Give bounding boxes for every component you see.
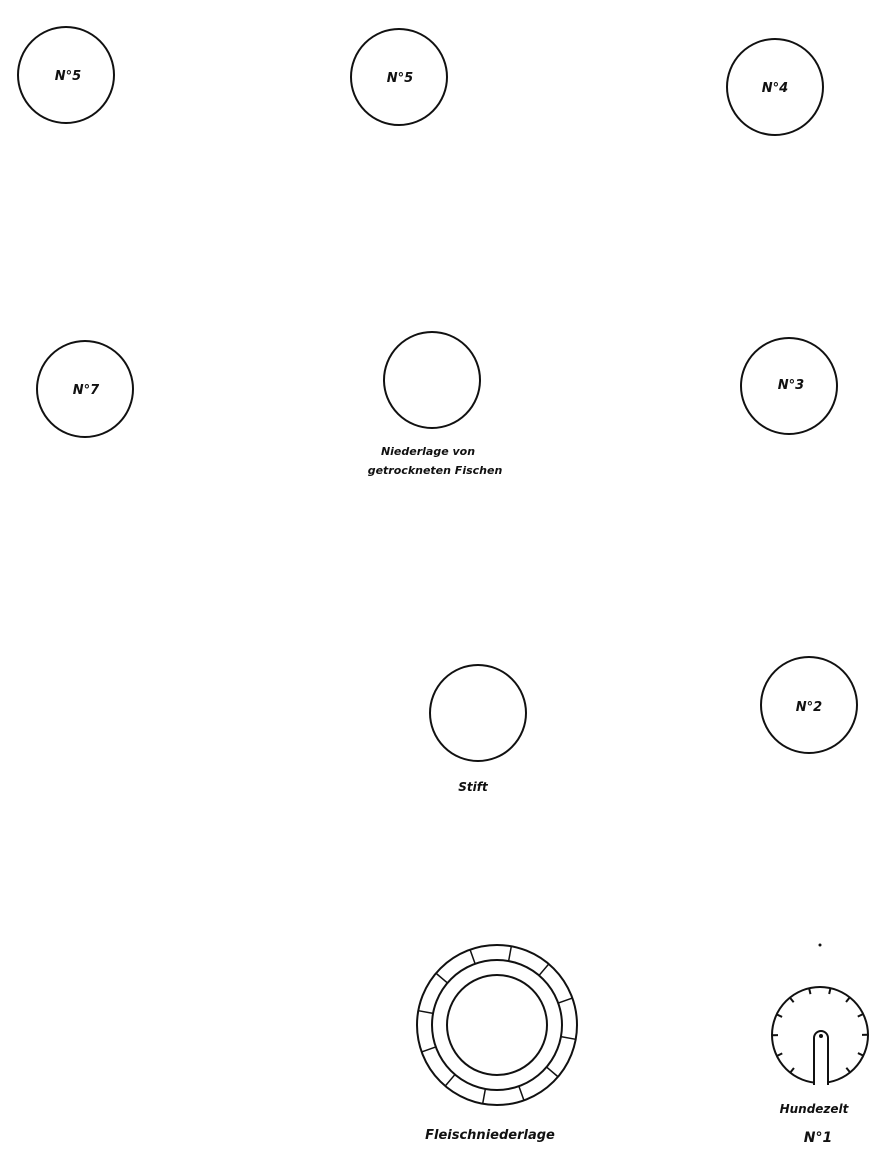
tent-n2: N°2 bbox=[760, 656, 858, 754]
tent-n5-center: N°5 bbox=[350, 28, 448, 126]
meat-storage-caption: Fleischniederlage bbox=[425, 1128, 555, 1143]
dog-tent-tick bbox=[857, 1013, 864, 1018]
dog-tent: Hundezelt N°1 bbox=[771, 943, 869, 1146]
dog-tent-tick bbox=[789, 996, 795, 1003]
tent-label: N°4 bbox=[762, 81, 788, 96]
meat-segment-divider bbox=[444, 1074, 456, 1087]
dog-tent-tick bbox=[789, 1067, 795, 1074]
meat-segment-divider bbox=[418, 1009, 434, 1015]
tent-label: N°7 bbox=[73, 383, 100, 398]
meat-segment-divider bbox=[557, 997, 573, 1004]
tent-n3: N°3 bbox=[740, 337, 838, 435]
dog-tent-tick bbox=[776, 1052, 783, 1057]
dog-tent-caption-line1: Hundezelt bbox=[780, 1102, 850, 1116]
dog-tent-tick bbox=[828, 987, 832, 995]
stift-caption: Stift bbox=[458, 780, 489, 794]
dog-tent-post bbox=[819, 1034, 823, 1038]
fish-storage-caption-line2: getrockneten Fischen bbox=[368, 464, 503, 477]
meat-segment-divider bbox=[469, 949, 476, 965]
meat-storage: Fleischniederlage bbox=[416, 944, 578, 1143]
dog-tent-tick bbox=[808, 988, 812, 995]
meat-segment-divider bbox=[560, 1035, 576, 1041]
fish-storage: Niederlage von getrockneten Fischen bbox=[368, 331, 503, 477]
dog-tent-ticks bbox=[771, 987, 869, 1074]
meat-storage-segments bbox=[418, 946, 576, 1104]
tent-label: N°5 bbox=[55, 69, 81, 84]
tent-label: N°2 bbox=[796, 700, 822, 715]
stift: Stift bbox=[429, 664, 527, 794]
dog-tent-caption-line2: N°1 bbox=[804, 1130, 832, 1146]
tent-n5-left: N°5 bbox=[17, 26, 115, 124]
dog-tent-tick bbox=[857, 1052, 864, 1057]
dog-tent-marker bbox=[818, 943, 822, 947]
meat-segment-divider bbox=[518, 1085, 525, 1101]
dog-tent-tick bbox=[845, 996, 851, 1003]
meat-segment-divider bbox=[538, 963, 550, 976]
meat-segment-divider bbox=[435, 972, 448, 984]
dog-tent-entrance bbox=[813, 1030, 829, 1085]
tent-n4: N°4 bbox=[726, 38, 824, 136]
meat-segment-divider bbox=[507, 946, 513, 962]
tent-label: N°3 bbox=[778, 378, 804, 393]
meat-segment-divider bbox=[481, 1088, 487, 1104]
dog-tent-tick bbox=[845, 1067, 851, 1074]
tent-n7: N°7 bbox=[36, 340, 134, 438]
meat-segment-divider bbox=[546, 1066, 559, 1078]
meat-segment-divider bbox=[421, 1046, 437, 1053]
dog-tent-tick bbox=[776, 1013, 783, 1018]
tent-label: N°5 bbox=[387, 71, 413, 86]
fish-storage-caption-line1: Niederlage von bbox=[381, 445, 475, 458]
